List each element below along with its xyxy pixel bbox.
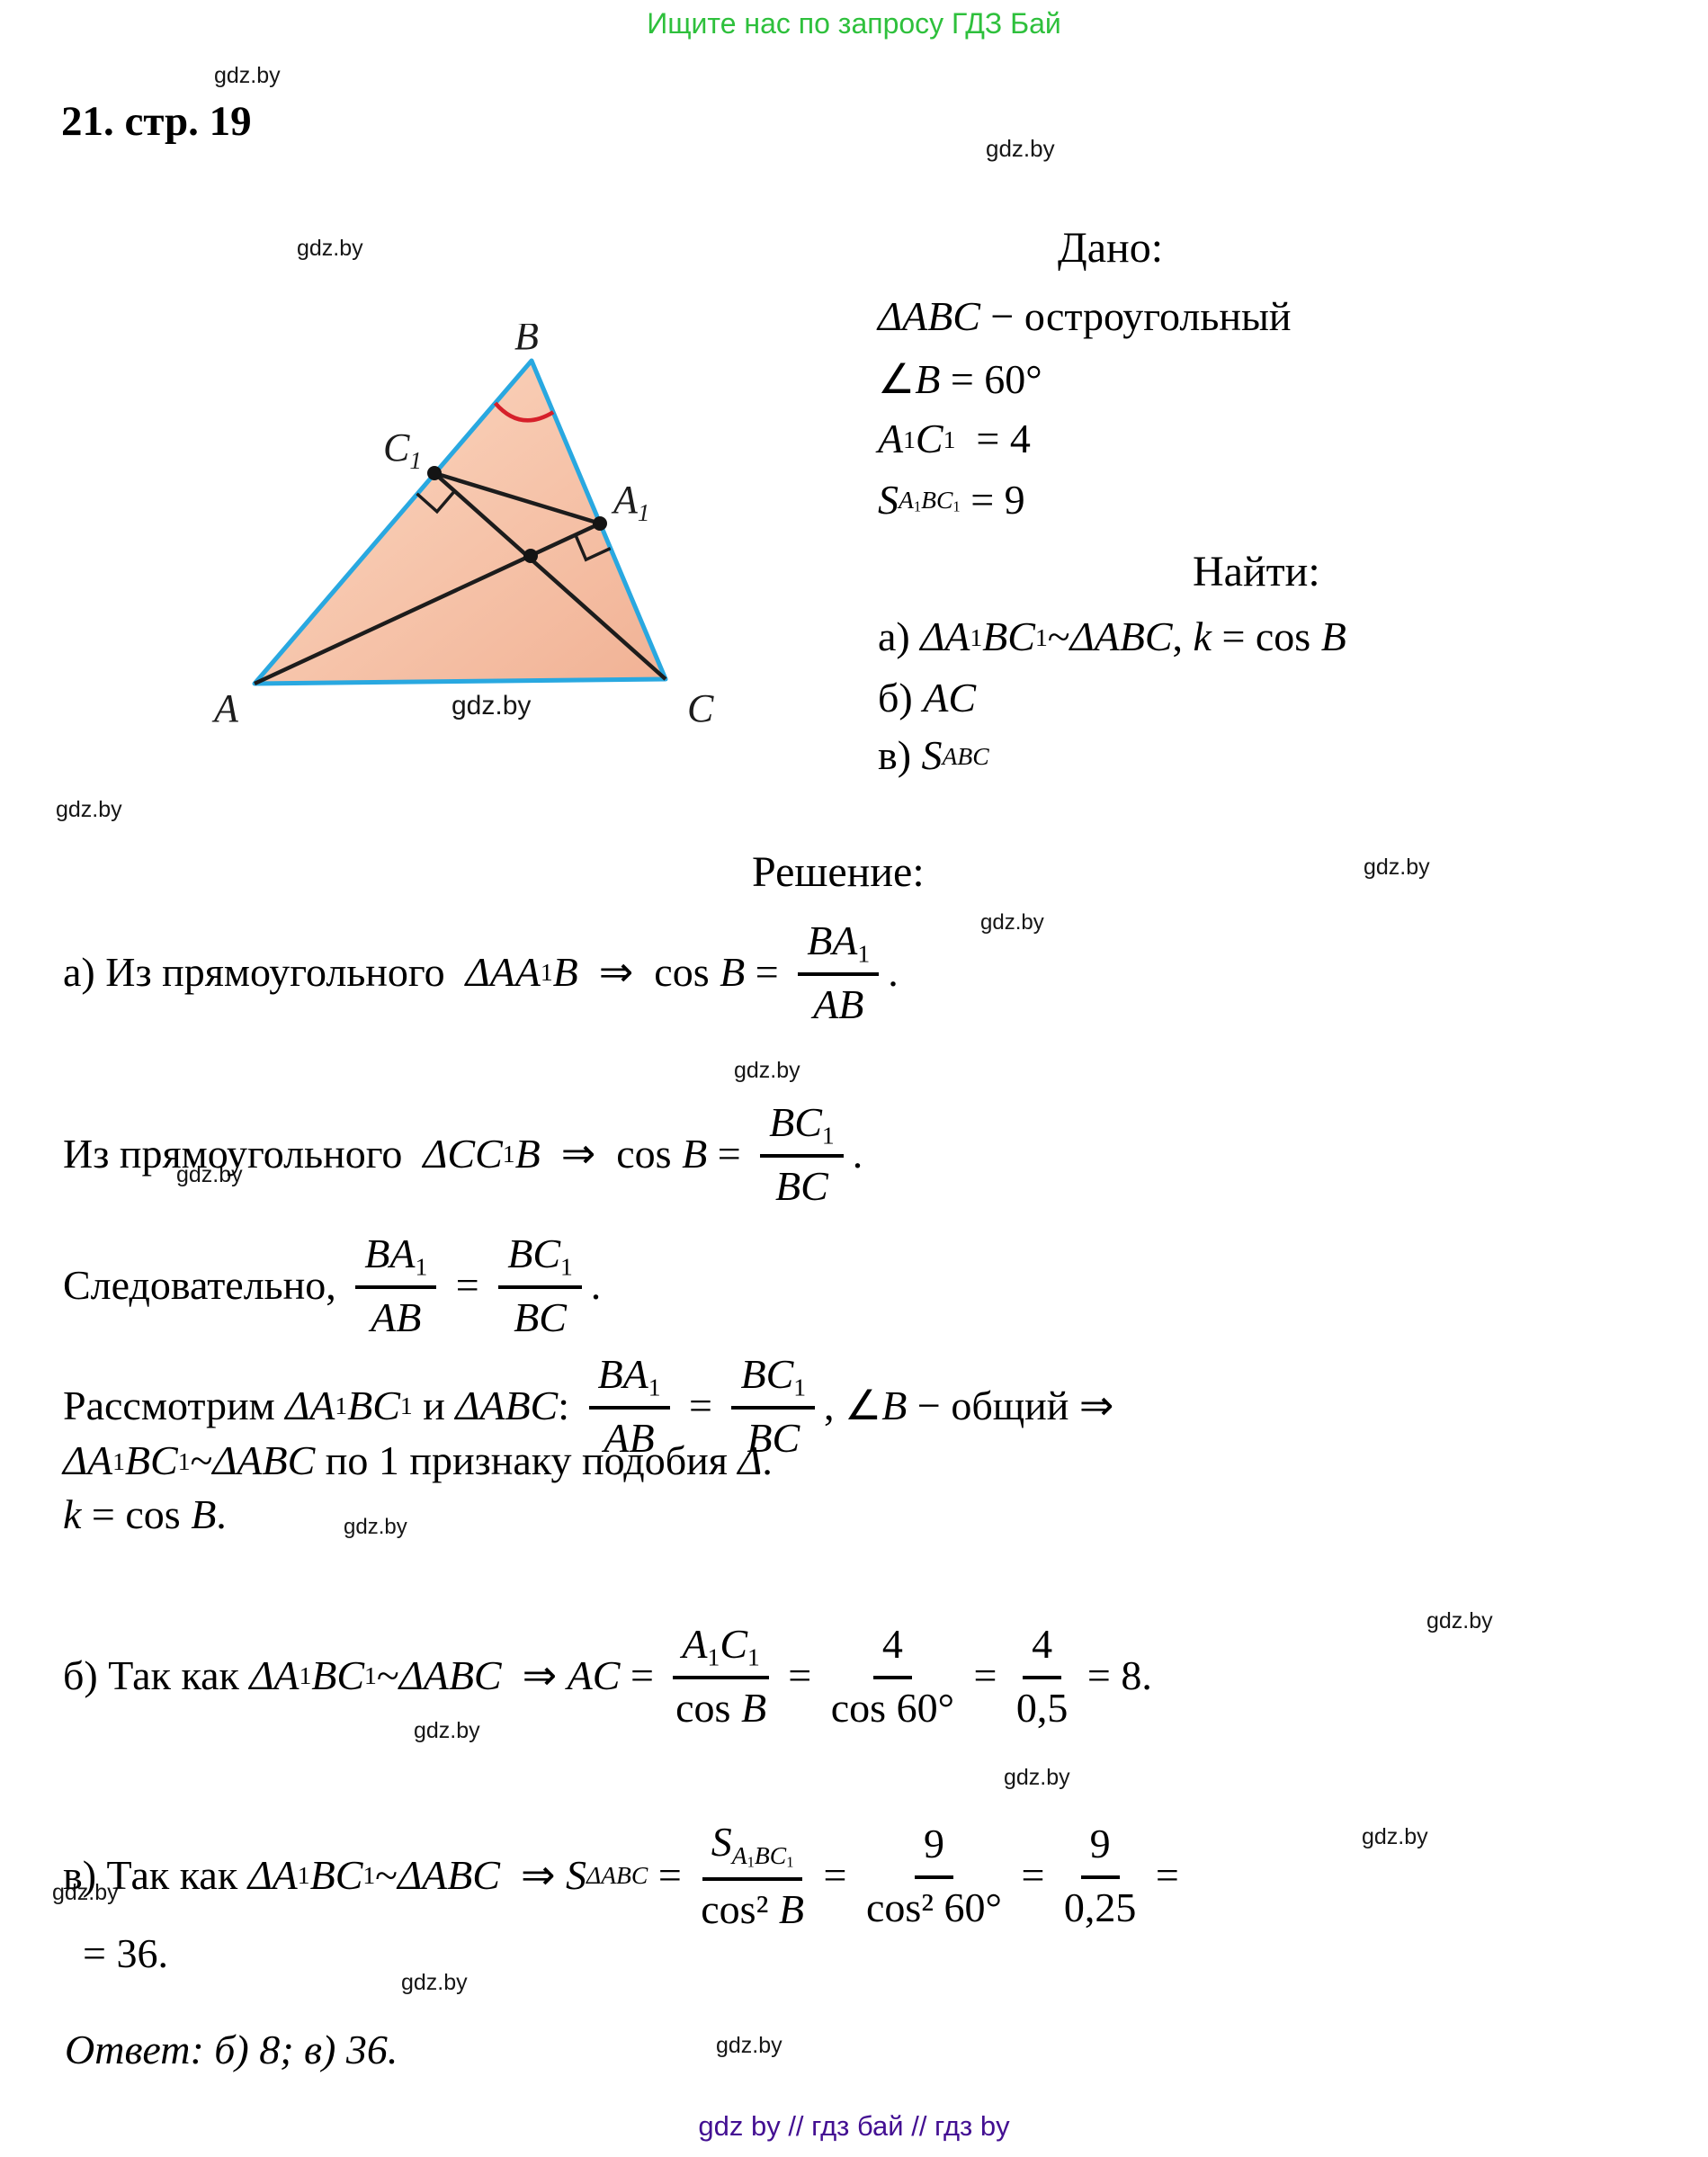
- answer-line: Ответ: б) 8; в) 36.: [65, 2027, 398, 2072]
- solution-line-h: в) Так как ΔA 1 BC 1 ~ ΔABC ⇒ S ΔABC = SA1BC1 c…: [63, 1819, 1179, 1932]
- given-line-4: S A1BC1 = 9: [878, 477, 1025, 523]
- gdz-watermark: gdz.by: [452, 691, 532, 720]
- altitude-a-a1-line: [254, 521, 601, 686]
- fraction: 9 cos² 60°: [865, 1821, 1002, 1930]
- gdz-watermark: gdz.by: [344, 1515, 407, 1539]
- solution-line-a: а) Из прямоугольного ΔAA 1 B ⇒ cos B = BA1…: [63, 916, 899, 1030]
- solution-line-g: б) Так как ΔA 1 BC 1 ~ ΔABC ⇒ AC = A1C1 cos B …: [63, 1619, 1152, 1733]
- given-heading: Дано:: [1058, 224, 1164, 272]
- segment-c1-a1-line: [434, 470, 601, 526]
- solution-line-e: ΔA 1 BC 1 ~ ΔABC по 1 признаку подобия Δ.: [63, 1437, 773, 1483]
- angle-b-arc: [493, 401, 555, 423]
- fraction: BA1 AB: [588, 1349, 670, 1463]
- gdz-watermark: gdz.by: [401, 1970, 468, 1995]
- fraction: 4 cos 60°: [830, 1621, 954, 1731]
- point-label-c1: C1: [383, 425, 422, 474]
- find-item-c: в) S ABC: [878, 732, 989, 778]
- altitude-c-c1-line: [433, 471, 667, 681]
- gdz-watermark: gdz.by: [716, 2033, 782, 2058]
- gdz-watermark: gdz.by: [1362, 1824, 1428, 1849]
- vertex-label-b: B: [514, 324, 539, 358]
- fraction: 9 0,25: [1063, 1821, 1137, 1930]
- page-title: 21. стр. 19: [61, 98, 252, 145]
- gdz-watermark: gdz.by: [1004, 1765, 1070, 1790]
- solution-line-c: Следовательно, BA1 AB = BC1 BC.: [63, 1229, 602, 1343]
- solution-line-b: Из прямоугольного ΔCC 1 B ⇒ cos B = BC1 BC.: [63, 1097, 863, 1212]
- find-item-a: а) ΔA 1 BC 1 ~ ΔABC, k = cos B: [878, 613, 1346, 659]
- point-label-a1: A1: [611, 478, 649, 526]
- gdz-watermark: gdz.by: [986, 135, 1055, 162]
- solution-line-f: k = cos B.: [63, 1491, 227, 1537]
- solution-line-i: = 36.: [83, 1930, 168, 1976]
- fraction: SA1BC1 cos² B: [701, 1819, 804, 1932]
- fraction: A1C1 cos B: [673, 1619, 769, 1733]
- promo-banner: Ищите нас по запросу ГДЗ Бай: [647, 7, 1061, 40]
- gdz-watermark: gdz.by: [1426, 1608, 1493, 1633]
- fraction: 4 0,5: [1015, 1621, 1069, 1731]
- fraction: BA1 AB: [798, 916, 880, 1030]
- fraction: BC1 BC: [498, 1229, 582, 1343]
- gdz-watermark: gdz.by: [980, 910, 1044, 935]
- find-heading: Найти:: [1193, 548, 1320, 595]
- gdz-watermark: gdz.by: [1364, 855, 1430, 880]
- fraction: BC1 BC: [760, 1097, 844, 1212]
- point-a1-dot: [593, 516, 607, 531]
- solution-heading: Решение:: [752, 848, 925, 896]
- right-angle-mark-a1: [574, 533, 612, 562]
- fraction: BC1 BC: [731, 1349, 816, 1463]
- gdz-watermark: gdz.by: [52, 1880, 119, 1905]
- gdz-watermark: gdz.by: [734, 1058, 800, 1083]
- footer-links: gdz by // гдз бай // гдз by: [698, 2110, 1010, 2142]
- gdz-watermark: gdz.by: [414, 1718, 480, 1743]
- given-line-2: ∠ B = 60°: [878, 356, 1042, 402]
- gdz-watermark: gdz.by: [56, 797, 122, 822]
- triangle-figure: B A C C1 A1: [211, 324, 714, 730]
- given-line-1: ΔABC − остроугольный: [878, 293, 1292, 339]
- orthocenter-dot: [523, 549, 538, 563]
- solution-line-d: Рассмотрим ΔA 1 BC 1 и ΔABC: BA1 AB = BC1 BC,…: [63, 1349, 1114, 1463]
- vertex-label-c: C: [687, 686, 714, 730]
- right-angle-mark-c1: [416, 489, 456, 515]
- gdz-watermark: gdz.by: [214, 63, 281, 88]
- fraction: BA1 AB: [355, 1229, 437, 1343]
- vertex-label-a: A: [211, 686, 239, 730]
- find-item-b: б) AC: [878, 675, 977, 720]
- point-c1-dot: [427, 466, 442, 480]
- gdz-watermark: gdz.by: [297, 236, 363, 261]
- gdz-watermark: gdz.by: [176, 1162, 243, 1187]
